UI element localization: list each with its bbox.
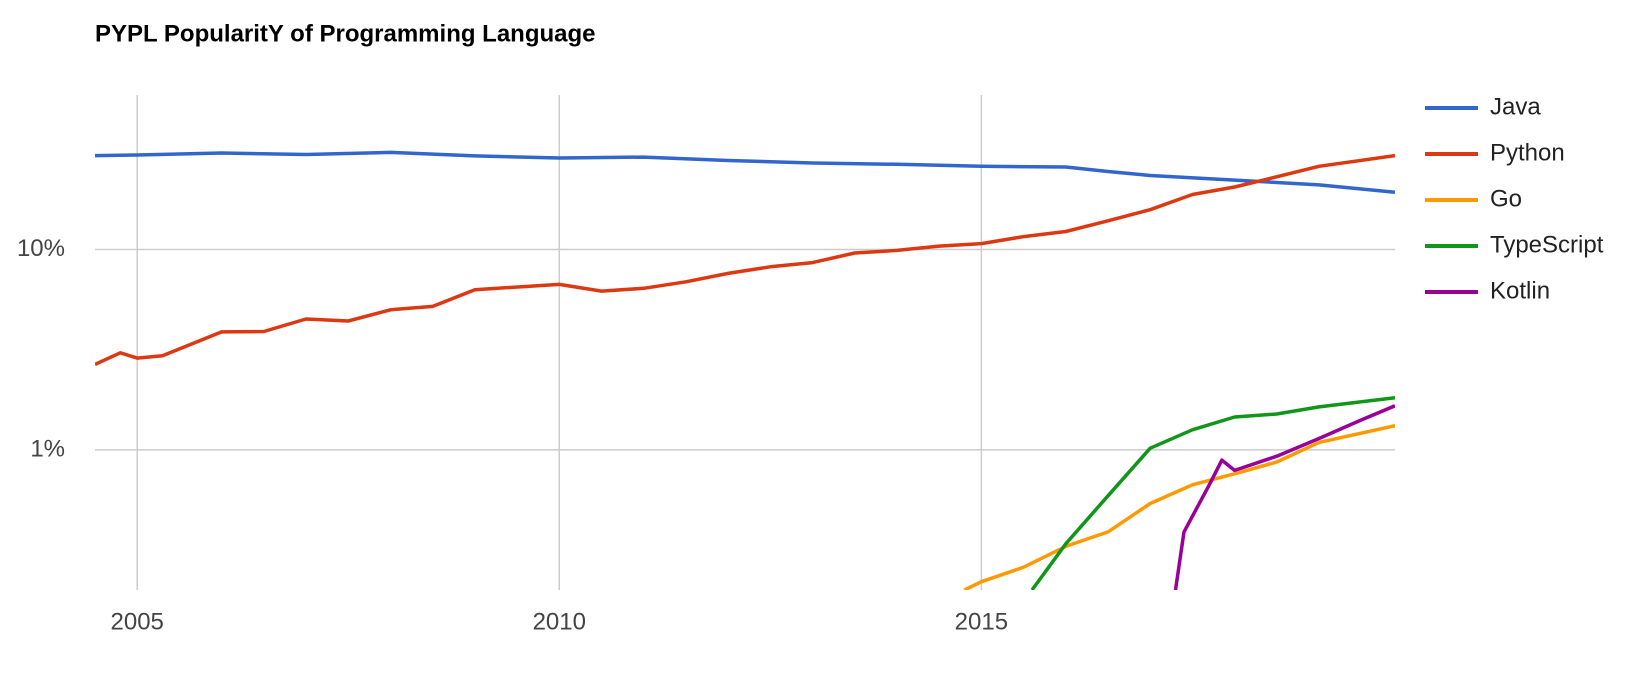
legend-label: Python bbox=[1490, 139, 1565, 166]
data-line bbox=[95, 150, 1395, 195]
legend-label: Go bbox=[1490, 185, 1522, 212]
data-line bbox=[1173, 404, 1395, 590]
legend-label: Kotlin bbox=[1490, 277, 1550, 304]
chart-title: PYPL PopularitY of Programming Language bbox=[95, 20, 596, 47]
data-line bbox=[963, 423, 1395, 590]
x-tick-label: 2005 bbox=[111, 608, 164, 635]
x-tick-label: 2010 bbox=[533, 608, 586, 635]
data-line bbox=[1030, 396, 1395, 590]
x-tick-label: 2015 bbox=[955, 608, 1008, 635]
y-tick-label: 1% bbox=[30, 435, 65, 462]
legend-label: Java bbox=[1490, 93, 1541, 120]
legend-label: TypeScript bbox=[1490, 231, 1604, 258]
data-line bbox=[95, 153, 1395, 366]
y-tick-label: 10% bbox=[17, 235, 65, 262]
